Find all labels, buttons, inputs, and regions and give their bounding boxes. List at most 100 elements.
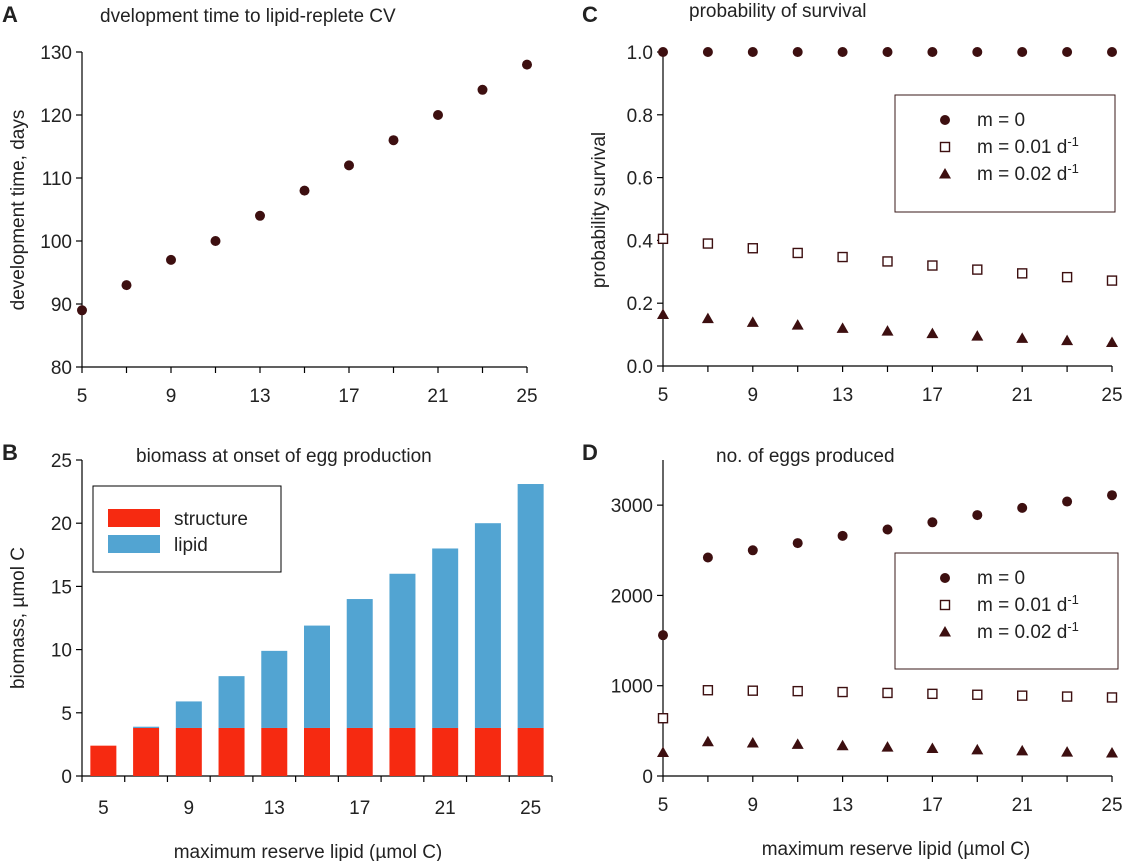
data-point bbox=[882, 524, 893, 535]
y-tick-label: 80 bbox=[51, 358, 72, 379]
y-tick-label: 3000 bbox=[611, 496, 653, 517]
legend-marker bbox=[939, 599, 951, 611]
bar-structure bbox=[432, 727, 459, 776]
bar-lipid bbox=[346, 599, 373, 728]
panel-b-biomass: biomass at onset of egg production 0 5 10 15… bbox=[8, 444, 553, 819]
panel-letter-d: D bbox=[582, 440, 598, 465]
data-point bbox=[746, 316, 759, 327]
legend-label: m = 0.02 d-1 bbox=[977, 619, 1079, 644]
y-tick-label: 10 bbox=[51, 641, 72, 662]
data-point bbox=[792, 685, 803, 697]
legend-label: m = 0 bbox=[977, 568, 1025, 589]
y-tick-label: 2000 bbox=[611, 586, 653, 607]
data-point bbox=[747, 545, 758, 556]
x-tick-label: 5 bbox=[77, 386, 88, 407]
y-tick-label: 25 bbox=[51, 451, 72, 472]
legend-marker bbox=[940, 573, 950, 583]
bar-structure bbox=[218, 727, 245, 776]
data-point bbox=[522, 59, 532, 70]
x-tick-label: 17 bbox=[922, 385, 943, 406]
panel-a-development-time: dvelopment time to lipid-replete CV 80 90 1… bbox=[8, 4, 538, 407]
y-tick-label: 0.4 bbox=[627, 231, 654, 252]
data-point bbox=[1106, 692, 1118, 703]
y-tick-label: 15 bbox=[51, 577, 72, 598]
data-point bbox=[121, 280, 132, 291]
x-tick-label: 21 bbox=[435, 798, 456, 819]
x-axis-label-left: maximum reserve lipid (µmol C) bbox=[174, 842, 443, 861]
data-point bbox=[1062, 496, 1073, 507]
title-box bbox=[64, 4, 96, 28]
data-point bbox=[881, 325, 894, 336]
legend-label: m = 0.01 d-1 bbox=[977, 134, 1079, 159]
bar-lipid bbox=[389, 573, 416, 728]
x-tick-label: 13 bbox=[832, 795, 853, 816]
data-point bbox=[1017, 690, 1028, 701]
data-point bbox=[926, 742, 939, 753]
legend-marker bbox=[939, 626, 951, 637]
data-point bbox=[926, 327, 939, 339]
data-point bbox=[882, 256, 893, 267]
data-point bbox=[746, 737, 759, 748]
data-point bbox=[836, 322, 849, 333]
legend-marker bbox=[940, 115, 950, 125]
data-point bbox=[747, 685, 758, 696]
title-box bbox=[653, 0, 685, 23]
bar-lipid bbox=[304, 625, 330, 728]
legend-label-structure: structure bbox=[174, 509, 248, 530]
x-tick-label: 5 bbox=[658, 385, 669, 406]
data-point bbox=[1017, 268, 1028, 279]
data-point bbox=[1061, 691, 1073, 702]
x-tick-label: 17 bbox=[338, 386, 359, 407]
legend-label: m = 0.01 d-1 bbox=[977, 592, 1079, 617]
x-tick-label: 25 bbox=[1101, 795, 1122, 816]
panel-letter-a: A bbox=[2, 2, 18, 27]
legend-marker bbox=[939, 141, 951, 153]
x-tick-label: 17 bbox=[349, 798, 370, 819]
data-point bbox=[1017, 47, 1028, 57]
legend-box bbox=[894, 552, 1119, 670]
bar-structure bbox=[389, 727, 416, 776]
legend-marker bbox=[939, 168, 951, 179]
data-point bbox=[837, 686, 848, 698]
bar-lipid bbox=[432, 548, 459, 728]
bar-structure bbox=[304, 727, 330, 776]
y-axis-label: probability survival bbox=[589, 132, 610, 288]
data-point bbox=[971, 743, 984, 755]
y-tick-label: 0.8 bbox=[627, 106, 653, 127]
chart-title: no. of eggs produced bbox=[716, 446, 895, 467]
data-point bbox=[972, 689, 983, 700]
bar-structure bbox=[175, 727, 202, 776]
data-point bbox=[1107, 490, 1117, 501]
data-point bbox=[701, 312, 714, 324]
data-point bbox=[701, 735, 714, 747]
data-point bbox=[881, 741, 894, 752]
data-point bbox=[1106, 275, 1118, 286]
panel-d-eggs: no. of eggs produced 0 1000 2000 3000 5 9 13 17 2… bbox=[611, 444, 1123, 816]
data-point bbox=[1017, 502, 1028, 513]
data-point bbox=[927, 260, 938, 271]
bar-lipid bbox=[474, 523, 501, 728]
x-tick-label: 13 bbox=[832, 385, 853, 406]
data-point bbox=[1061, 334, 1074, 346]
bar-structure bbox=[474, 727, 501, 776]
data-point bbox=[702, 685, 714, 696]
data-point bbox=[702, 47, 713, 57]
legend-box bbox=[92, 485, 282, 573]
x-tick-label: 25 bbox=[516, 386, 537, 407]
data-point bbox=[702, 552, 713, 563]
data-point bbox=[166, 254, 176, 265]
data-point bbox=[791, 738, 804, 749]
data-point bbox=[344, 160, 354, 171]
y-tick-label: 100 bbox=[40, 232, 72, 253]
data-point bbox=[882, 687, 893, 699]
bar-structure bbox=[517, 727, 544, 776]
data-point bbox=[792, 538, 803, 549]
data-point bbox=[747, 47, 758, 57]
data-point bbox=[791, 319, 804, 330]
data-point bbox=[657, 308, 669, 320]
y-tick-label: 5 bbox=[61, 704, 72, 725]
data-point bbox=[388, 135, 399, 146]
data-point bbox=[657, 746, 669, 758]
y-tick-label: 130 bbox=[40, 43, 72, 64]
